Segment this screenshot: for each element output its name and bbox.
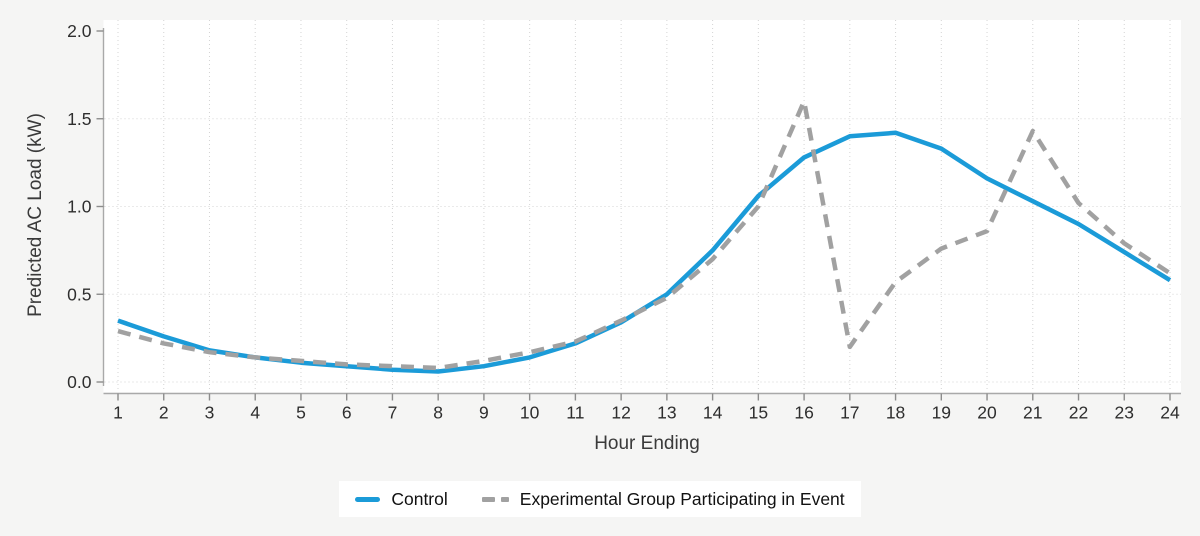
legend-label-experimental: Experimental Group Participating in Even… [519,488,845,509]
x-tick-label: 19 [932,403,951,423]
x-tick-label: 11 [566,403,584,423]
x-tick-label: 22 [1069,403,1088,423]
x-tick-label: 5 [296,403,306,423]
x-tick-label: 18 [886,403,905,423]
x-tick-label: 8 [433,403,443,423]
experimental-line-swatch [481,496,509,502]
x-tick-label: 7 [388,403,398,423]
x-tick-label: 9 [479,403,489,423]
x-tick-label: 2 [159,403,169,423]
x-axis-title: Hour Ending [594,433,700,454]
x-tick-label: 4 [250,403,260,423]
y-axis-title: Predicted AC Load (kW) [25,113,46,317]
x-tick-label: 15 [749,403,768,423]
x-tick-label: 17 [840,403,859,423]
legend-item-experimental: Experimental Group Participating in Even… [481,488,845,510]
legend-item-control: Control [355,488,448,510]
x-tick-label: 6 [342,403,352,423]
x-tick-label: 14 [703,403,723,423]
tick-labels: 0.00.51.01.52.01 2 3 4 5 6 7 8 9 10 11 12 13 14 15 16 17… [67,21,1180,423]
chart-plot: 0.00.51.01.52.01 2 3 4 5 6 7 8 9 10 11 12 13 14 15 16 17… [25,20,1181,454]
x-tick-label: 24 [1160,403,1180,423]
x-tick-label: 1 [113,403,123,423]
x-tick-label: 16 [794,403,813,423]
x-tick-label: 10 [520,403,540,423]
x-tick-label: 13 [657,403,676,423]
control-line-swatch [355,496,381,502]
x-tick-label: 12 [611,403,630,423]
legend-label-control: Control [391,488,448,509]
y-tick-label: 1.0 [67,197,92,217]
y-tick-label: 0.5 [67,284,91,304]
experimental-series-line [117,98,1172,371]
x-tick-label: 20 [977,403,997,423]
legend: Control Experimental Group Participating… [0,481,1200,517]
legend-box: Control Experimental Group Participating… [339,481,861,517]
y-tick-label: 0.0 [67,372,92,392]
series-lines [117,98,1172,374]
x-tick-label: 21 [1023,403,1042,423]
axes [96,28,1181,401]
x-tick-label: 23 [1115,403,1134,423]
y-tick-label: 2.0 [67,21,92,41]
y-tick-label: 1.5 [67,109,91,129]
x-tick-label: 3 [205,403,215,423]
